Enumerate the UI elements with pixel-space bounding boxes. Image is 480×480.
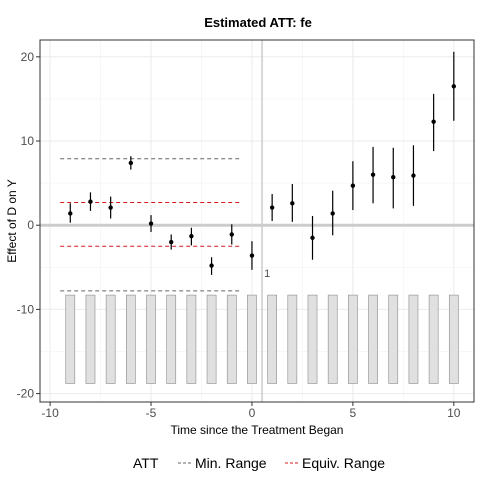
y-tick-label: 10 <box>21 134 35 148</box>
att-point <box>209 263 214 268</box>
count-bar <box>125 294 136 384</box>
count-bar <box>65 294 76 384</box>
count-bar <box>206 294 217 384</box>
count-bar <box>247 294 257 384</box>
x-tick-label: 10 <box>447 406 461 420</box>
legend-label-equiv-range: Equiv. Range <box>302 455 385 471</box>
count-bar <box>267 294 277 384</box>
count-bar <box>226 294 237 384</box>
count-bar <box>105 294 116 384</box>
x-tick-label: -5 <box>146 406 157 420</box>
x-tick-label: 5 <box>350 406 357 420</box>
att-point <box>411 173 416 178</box>
count-bar <box>388 294 399 384</box>
plot-panel-border <box>39 39 475 403</box>
att-point <box>310 235 315 241</box>
count-bar <box>166 294 177 384</box>
count-bar <box>307 294 318 384</box>
legend-label-min-range: Min. Range <box>195 455 267 471</box>
x-tick-label: 0 <box>249 406 256 420</box>
x-axis-title: Time since the Treatment Began <box>171 423 344 437</box>
att-point <box>370 172 376 177</box>
count-bar <box>448 294 459 384</box>
att-point <box>269 205 275 210</box>
att-point <box>128 160 134 166</box>
att-point <box>189 233 194 239</box>
att-points <box>68 51 457 275</box>
y-tick-label: 20 <box>21 50 35 64</box>
att-point <box>88 199 93 204</box>
reference-lines <box>40 40 474 402</box>
count-bar <box>146 294 156 384</box>
axes: -10 -5 0 5 10 -20 -10 0 10 20 <box>17 50 461 420</box>
att-point <box>451 84 457 89</box>
att-point <box>229 232 234 237</box>
annotation-label: 1 <box>264 268 270 280</box>
count-bars <box>65 294 459 384</box>
legend: ATT Min. Range Equiv. Range <box>133 455 385 471</box>
count-bar <box>287 294 298 384</box>
count-bar <box>368 294 378 384</box>
count-bar <box>186 294 197 384</box>
count-bar <box>348 294 358 384</box>
att-point <box>148 221 154 226</box>
legend-title: ATT <box>133 455 159 471</box>
att-point <box>431 119 436 124</box>
y-axis-title: Effect of D on Y <box>5 179 19 263</box>
att-point <box>350 183 356 188</box>
count-bar <box>85 294 96 384</box>
att-point <box>68 211 73 216</box>
att-point <box>391 175 396 180</box>
count-bar <box>408 294 419 384</box>
att-point <box>108 205 113 210</box>
count-bar <box>428 294 439 384</box>
y-tick-label: 0 <box>27 218 34 232</box>
y-tick-label: -10 <box>17 302 35 316</box>
count-bar <box>327 294 338 384</box>
att-point <box>330 211 335 216</box>
x-tick-label: -10 <box>41 406 59 420</box>
att-point <box>249 253 255 258</box>
y-tick-label: -20 <box>17 387 35 401</box>
att-point <box>290 201 295 206</box>
att-point <box>169 239 174 245</box>
chart-title: Estimated ATT: fe <box>204 15 312 30</box>
